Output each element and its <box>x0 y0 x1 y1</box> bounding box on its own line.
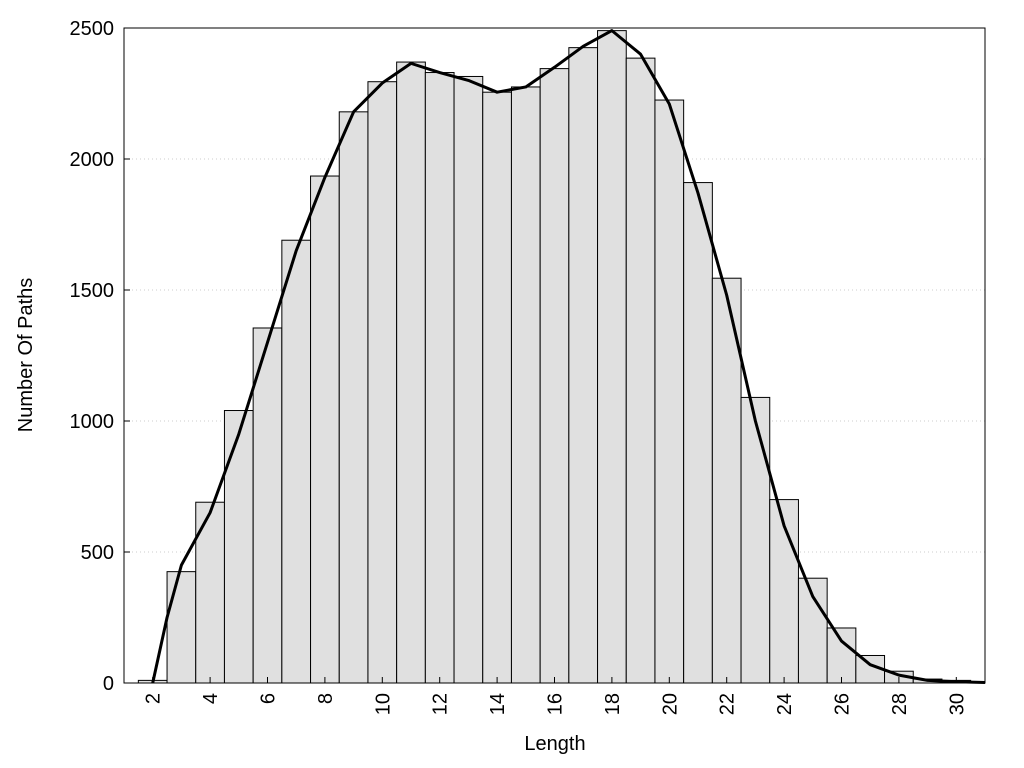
x-tick-label: 12 <box>430 693 452 715</box>
bar <box>683 182 713 684</box>
x-tick-label: 16 <box>545 693 567 715</box>
bar <box>597 30 627 684</box>
x-tick-label: 22 <box>717 693 739 715</box>
y-tick-label: 2000 <box>70 149 115 171</box>
bar <box>367 81 398 684</box>
bar <box>510 86 541 684</box>
bar <box>568 47 599 684</box>
y-axis-label: Number Of Paths <box>15 278 37 433</box>
bar <box>654 99 685 684</box>
bar <box>826 627 857 684</box>
y-tick-label: 1000 <box>70 411 115 433</box>
bar <box>281 239 312 684</box>
bar <box>338 111 369 684</box>
plot-frame <box>123 27 986 684</box>
bar <box>711 277 742 684</box>
bar <box>625 57 656 684</box>
bar <box>396 61 426 684</box>
bar <box>252 327 283 684</box>
bar <box>424 72 455 684</box>
y-tick-label: 0 <box>103 673 114 695</box>
x-tick-label: 6 <box>258 693 280 704</box>
x-tick-label: 14 <box>487 693 509 715</box>
x-tick-label: 26 <box>832 693 854 715</box>
x-tick-label: 30 <box>946 693 968 715</box>
x-tick-label: 28 <box>889 693 911 715</box>
bar <box>482 91 512 684</box>
x-tick-label: 4 <box>200 693 222 704</box>
y-tick-label: 500 <box>81 542 114 564</box>
bar <box>166 571 197 684</box>
bar <box>223 410 254 684</box>
x-axis-label: Length <box>524 733 585 755</box>
y-tick-label: 1500 <box>70 280 115 302</box>
y-tick-label: 2500 <box>70 18 115 40</box>
x-tick-label: 8 <box>315 693 337 704</box>
bar <box>769 499 799 684</box>
bar <box>453 75 484 684</box>
bar <box>539 68 570 684</box>
x-tick-label: 18 <box>602 693 624 715</box>
bar <box>310 175 340 684</box>
density-curve <box>151 29 986 684</box>
x-tick-label: 20 <box>659 693 681 715</box>
x-tick-label: 10 <box>372 693 394 715</box>
x-tick-label: 24 <box>774 693 796 715</box>
x-tick-label: 2 <box>143 693 165 704</box>
bar <box>740 396 771 684</box>
